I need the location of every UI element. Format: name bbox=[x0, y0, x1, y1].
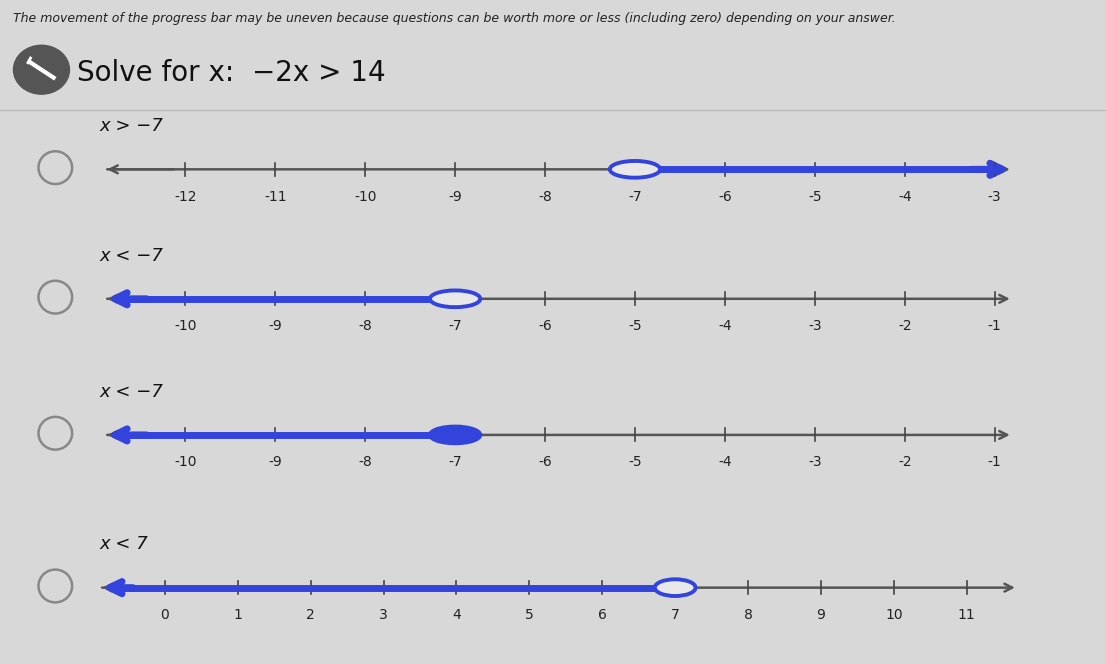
Text: -5: -5 bbox=[628, 319, 641, 333]
Text: -10: -10 bbox=[174, 456, 197, 469]
Text: -4: -4 bbox=[718, 319, 732, 333]
Text: x < 7: x < 7 bbox=[100, 535, 148, 554]
Text: -7: -7 bbox=[448, 319, 462, 333]
Text: x < −7: x < −7 bbox=[100, 246, 164, 265]
Text: -4: -4 bbox=[718, 456, 732, 469]
Text: 11: 11 bbox=[958, 608, 975, 622]
Text: -9: -9 bbox=[269, 456, 282, 469]
Text: The movement of the progress bar may be uneven because questions can be worth mo: The movement of the progress bar may be … bbox=[13, 12, 896, 25]
Text: -10: -10 bbox=[354, 190, 376, 204]
Text: -6: -6 bbox=[539, 456, 552, 469]
Text: 3: 3 bbox=[379, 608, 388, 622]
Text: 5: 5 bbox=[525, 608, 534, 622]
Text: 10: 10 bbox=[885, 608, 902, 622]
Circle shape bbox=[609, 161, 660, 178]
Text: -1: -1 bbox=[988, 456, 1002, 469]
Text: -1: -1 bbox=[988, 319, 1002, 333]
Text: 7: 7 bbox=[670, 608, 679, 622]
Text: -6: -6 bbox=[539, 319, 552, 333]
Text: -9: -9 bbox=[269, 319, 282, 333]
Text: -9: -9 bbox=[448, 190, 462, 204]
Text: -2: -2 bbox=[898, 319, 911, 333]
Text: -8: -8 bbox=[358, 319, 372, 333]
Text: 2: 2 bbox=[306, 608, 315, 622]
Text: 6: 6 bbox=[598, 608, 607, 622]
Text: -4: -4 bbox=[898, 190, 911, 204]
Text: -11: -11 bbox=[264, 190, 286, 204]
Circle shape bbox=[655, 579, 696, 596]
Text: 0: 0 bbox=[160, 608, 169, 622]
Text: -3: -3 bbox=[988, 190, 1002, 204]
Circle shape bbox=[430, 426, 480, 444]
Text: -8: -8 bbox=[358, 456, 372, 469]
Text: -6: -6 bbox=[718, 190, 732, 204]
Text: 4: 4 bbox=[452, 608, 461, 622]
Text: -2: -2 bbox=[898, 456, 911, 469]
Text: -10: -10 bbox=[174, 319, 197, 333]
Text: -7: -7 bbox=[628, 190, 641, 204]
Text: 9: 9 bbox=[816, 608, 825, 622]
Text: x > −7: x > −7 bbox=[100, 117, 164, 135]
Text: 8: 8 bbox=[743, 608, 752, 622]
Circle shape bbox=[13, 45, 70, 94]
Text: 1: 1 bbox=[233, 608, 242, 622]
Text: -5: -5 bbox=[628, 456, 641, 469]
Text: -12: -12 bbox=[174, 190, 197, 204]
Text: -3: -3 bbox=[808, 319, 822, 333]
Circle shape bbox=[430, 290, 480, 307]
Text: x < −7: x < −7 bbox=[100, 382, 164, 401]
Text: -7: -7 bbox=[448, 456, 462, 469]
Text: Solve for x:  −2x > 14: Solve for x: −2x > 14 bbox=[77, 59, 386, 87]
Text: -8: -8 bbox=[539, 190, 552, 204]
Text: -5: -5 bbox=[808, 190, 822, 204]
Text: -3: -3 bbox=[808, 456, 822, 469]
